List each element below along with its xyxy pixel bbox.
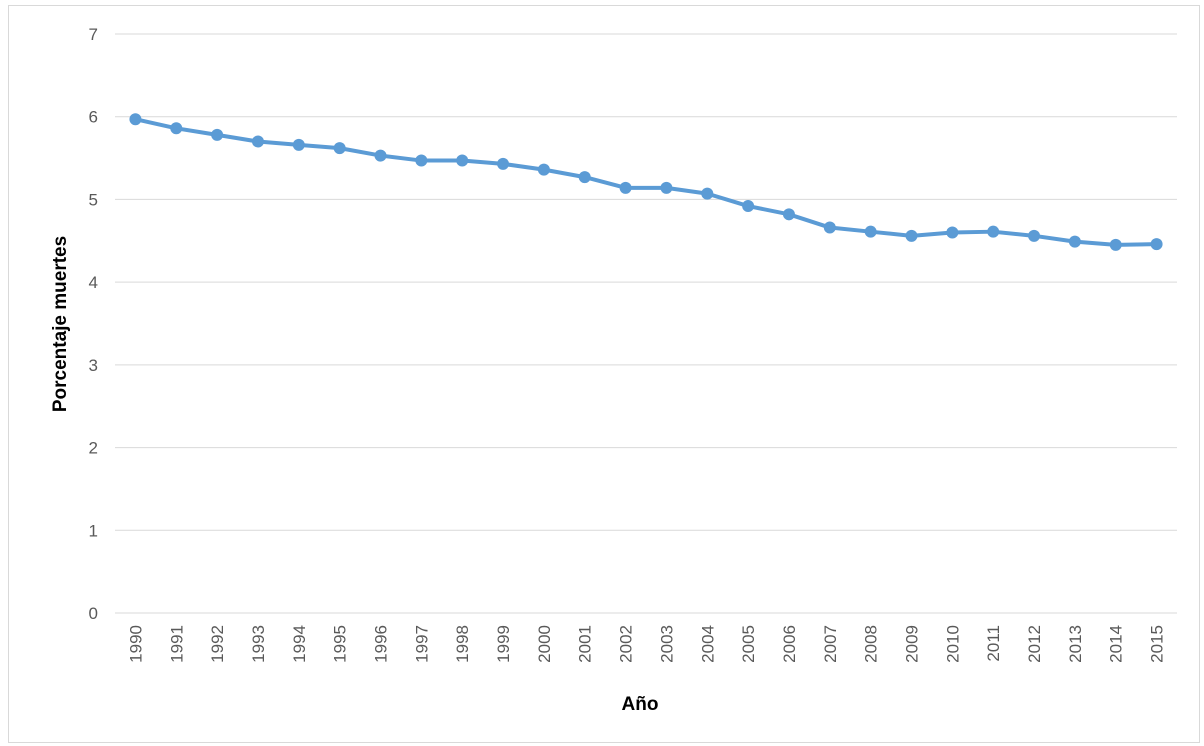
x-tick-label: 1999 [494,625,513,663]
x-tick-label: 2002 [617,625,636,663]
marker [374,149,387,162]
x-tick-label: 2014 [1107,625,1126,663]
x-tick-label: 1995 [331,625,350,663]
marker [946,226,959,239]
marker [1028,229,1041,242]
x-tick-label: 1996 [372,625,391,663]
y-tick-label: 1 [89,521,98,540]
marker [660,181,673,194]
marker [211,128,224,141]
x-axis-title: Año [622,694,659,715]
x-tick-label: 2008 [862,625,881,663]
chart-border [8,5,1200,743]
y-tick-label: 2 [89,439,98,458]
x-tick-label: 1998 [453,625,472,663]
x-tick-label: 2004 [698,625,717,663]
marker [415,154,428,167]
y-tick-label: 7 [89,25,98,44]
marker [292,138,305,151]
marker [456,154,469,167]
marker [905,229,918,242]
x-tick-label: 1991 [167,625,186,663]
x-tick-label: 2001 [576,625,595,663]
x-tick-label: 2003 [657,625,676,663]
y-tick-label: 5 [89,190,98,209]
x-tick-label: 2000 [535,625,554,663]
x-tick-label: 1990 [126,625,145,663]
y-axis-title: Porcentaje muertes [50,236,71,412]
marker [619,181,632,194]
y-tick-label: 0 [89,604,98,623]
line [134,117,1157,247]
marker [701,187,714,200]
x-tick-label: 1992 [208,625,227,663]
x-tick-label: 2015 [1148,625,1167,663]
x-tick-label: 2009 [903,625,922,663]
x-tick-label: 2012 [1025,625,1044,663]
x-tick-label: 2010 [943,625,962,663]
y-tick-label: 3 [89,356,98,375]
x-tick-label: 1993 [249,625,268,663]
y-tick-label: 6 [89,108,98,127]
y-tick-label: 4 [89,273,98,292]
marker [333,142,346,155]
x-tick-label: 2006 [780,625,799,663]
marker [742,200,755,213]
x-tick-label: 2011 [984,625,1003,662]
x-tick-label: 2013 [1066,625,1085,663]
marker [1068,235,1081,248]
marker [578,171,591,184]
marker [782,208,795,221]
x-tick-label: 2005 [739,625,758,663]
marker [1109,238,1122,251]
marker [129,113,142,126]
marker [987,225,1000,238]
x-tick-label: 1994 [290,625,309,663]
marker [170,122,183,135]
marker [497,157,510,170]
x-tick-label: 2007 [821,625,840,663]
x-tick-label: 1997 [412,625,431,663]
marker [823,221,836,234]
marker [864,225,877,238]
marker [251,135,264,148]
marker [537,163,550,176]
marker [1150,238,1163,251]
